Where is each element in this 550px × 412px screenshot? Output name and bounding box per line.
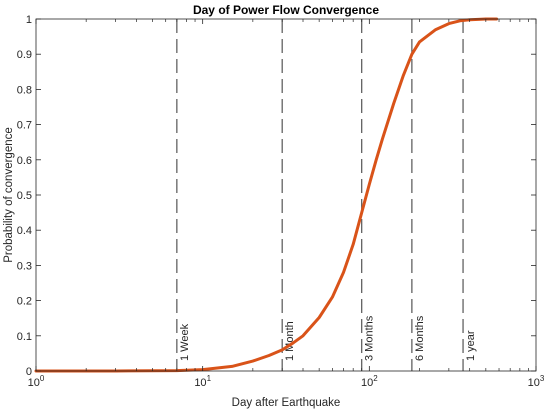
reference-line-label: 1 year [465,330,477,361]
reference-line-label: 6 Months [414,315,426,361]
x-tick-label: 101 [194,374,211,389]
y-tick-label: 0.1 [17,331,32,343]
reference-line-label: 1 Week [179,323,191,361]
y-tick-label: 0.4 [17,225,32,237]
x-tick-base: 10 [361,377,373,389]
y-tick-label: 0.5 [17,190,32,202]
chart-title: Day of Power Flow Convergence [193,3,379,17]
reference-line-label: 3 Months [364,315,376,361]
plot-area-frame [35,18,537,372]
y-axis-title: Probability of convergence [3,127,15,263]
x-tick-label: 100 [28,374,45,389]
y-tick-label: 0.6 [17,155,32,167]
x-tick-exponent: 3 [540,374,545,383]
y-tick-label: 0.3 [17,260,32,272]
x-axis-title: Day after Earthquake [232,397,341,409]
x-tick-base: 10 [528,377,540,389]
y-tick-label: 0.2 [17,296,32,308]
reference-lines: 1 Week 1 Month 3 Months 6 Months 1 year [176,19,477,371]
y-tick-label: 0 [26,366,32,378]
y-tick-label: 0.8 [17,84,32,96]
x-tick-base: 10 [194,377,206,389]
y-tick-label: 0.7 [17,120,32,132]
x-axis: 100 101 102 103 [28,19,545,389]
x-tick-exponent: 2 [373,374,378,383]
reference-line-label: 1 Month [284,321,296,361]
y-tick-label: 0.9 [17,49,32,61]
x-tick-base: 10 [28,377,40,389]
x-tick-exponent: 1 [207,374,212,383]
y-tick-label: 1 [26,14,32,26]
x-tick-exponent: 0 [40,374,45,383]
y-axis: 0 0.1 0.2 0.3 0.4 0.5 0.6 0.7 0.8 0.9 1 [17,14,536,378]
x-tick-label: 102 [361,374,378,389]
series-layer [34,17,499,373]
x-tick-label: 103 [528,374,545,389]
series-line [34,17,499,373]
